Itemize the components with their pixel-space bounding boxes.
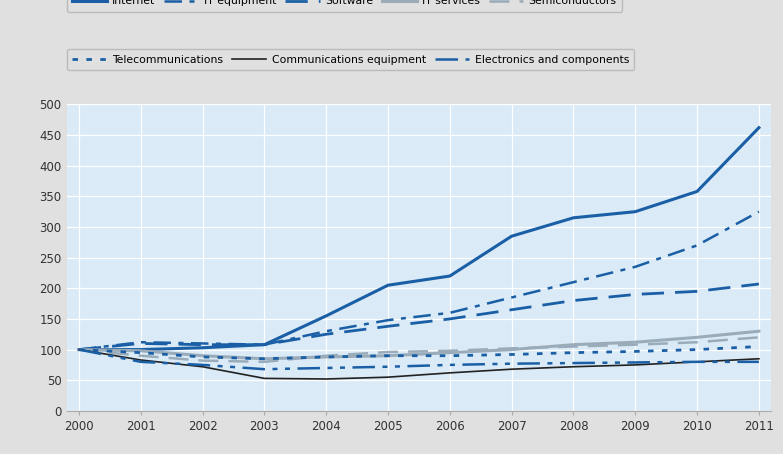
Legend: Telecommunications, Communications equipment, Electronics and components: Telecommunications, Communications equip… [67,49,634,70]
